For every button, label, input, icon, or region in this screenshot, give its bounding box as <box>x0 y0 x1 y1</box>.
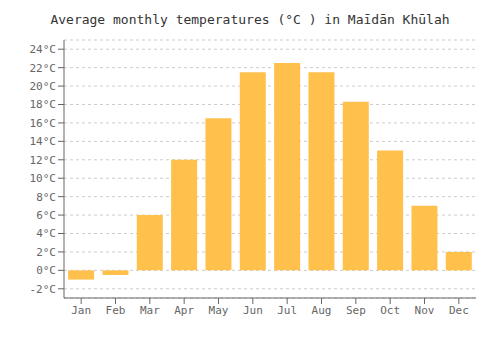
svg-text:Jun: Jun <box>243 304 263 317</box>
svg-text:4°C: 4°C <box>36 227 56 240</box>
svg-text:18°C: 18°C <box>30 98 57 111</box>
svg-text:May: May <box>209 304 229 317</box>
svg-text:Nov: Nov <box>415 304 435 317</box>
svg-text:Mar: Mar <box>140 304 160 317</box>
svg-text:8°C: 8°C <box>36 191 56 204</box>
svg-text:16°C: 16°C <box>30 117 57 130</box>
svg-text:Jul: Jul <box>277 304 297 317</box>
svg-text:Sep: Sep <box>346 304 366 317</box>
svg-text:2°C: 2°C <box>36 246 56 259</box>
svg-text:Jan: Jan <box>71 304 91 317</box>
svg-text:12°C: 12°C <box>30 154 57 167</box>
html-text:Average monthly temperatures (: Average monthly temperatures (°C ) in Ma… <box>50 12 450 27</box>
svg-text:20°C: 20°C <box>30 80 57 93</box>
svg-text:6°C: 6°C <box>36 209 56 222</box>
svg-text:Oct: Oct <box>380 304 400 317</box>
svg-text:22°C: 22°C <box>30 62 57 75</box>
svg-text:0°C: 0°C <box>36 264 56 277</box>
svg-text:-2°C: -2°C <box>30 283 57 296</box>
svg-text:Feb: Feb <box>106 304 126 317</box>
svg-text:Dec: Dec <box>449 304 469 317</box>
svg-text:14°C: 14°C <box>30 135 57 148</box>
svg-text:Aug: Aug <box>312 304 332 317</box>
svg-text:Apr: Apr <box>174 304 194 317</box>
svg-text:24°C: 24°C <box>30 43 57 56</box>
svg-text:10°C: 10°C <box>30 172 57 185</box>
